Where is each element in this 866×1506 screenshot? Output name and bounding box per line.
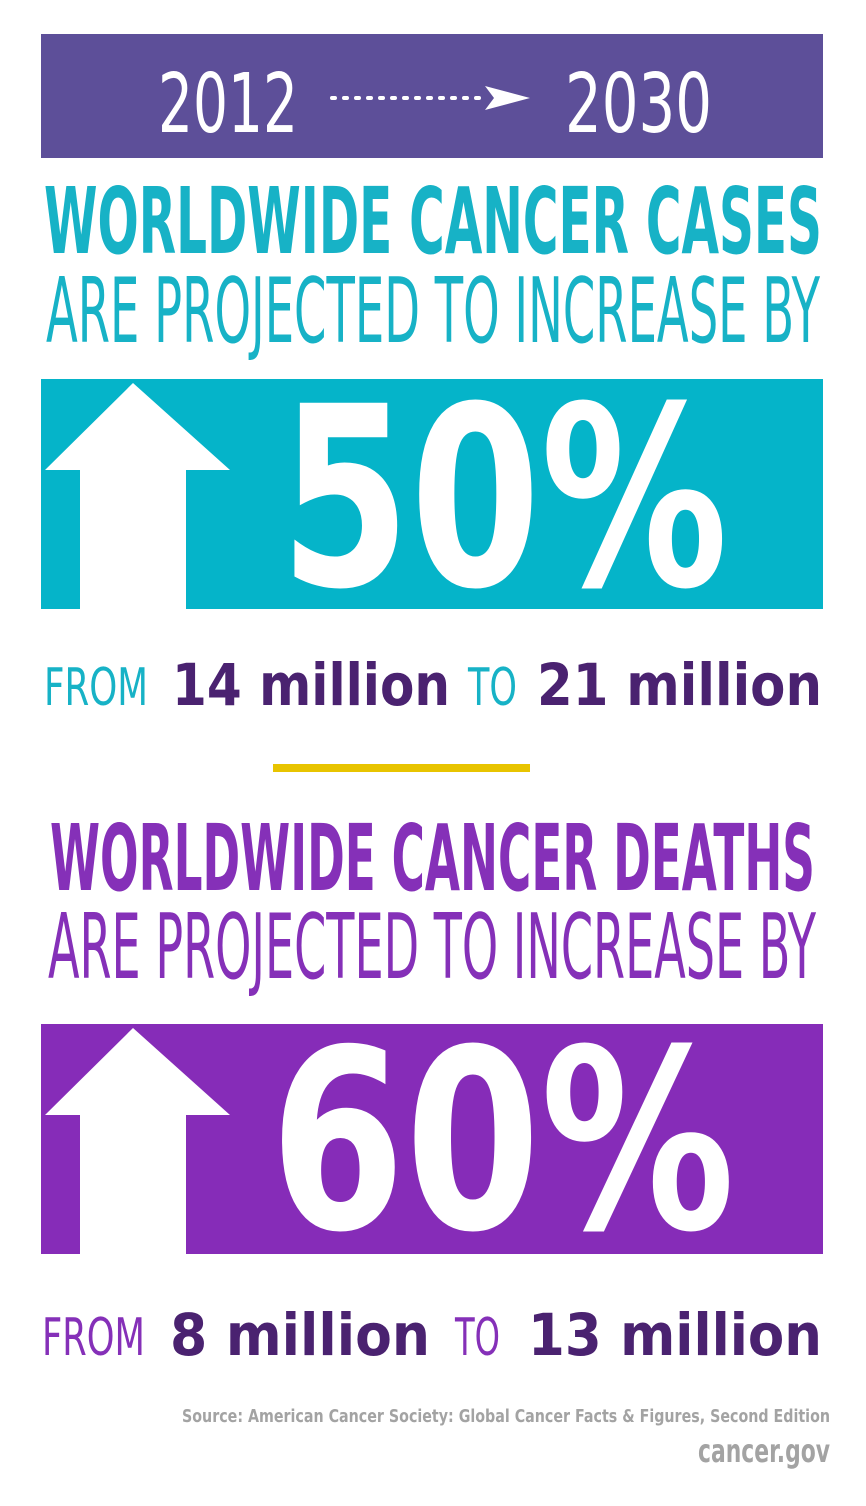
end-year: 2030 <box>565 57 712 152</box>
to-word: TO <box>454 1308 500 1368</box>
site-name: cancer.gov <box>698 1432 830 1470</box>
to-value: 13 million <box>528 1301 822 1369</box>
to-value: 21 million <box>537 651 822 719</box>
percent-value: 50% <box>280 353 728 644</box>
section-heading: WORLDWIDE CANCER CASES <box>44 168 822 275</box>
start-year: 2012 <box>158 57 298 152</box>
from-word: FROM <box>42 1308 145 1368</box>
timeline-arrowhead <box>485 86 530 110</box>
source-note: Source: American Cancer Society: Global … <box>182 1406 830 1427</box>
from-value: 14 million <box>172 651 450 719</box>
percent-value: 60% <box>270 996 735 1287</box>
up-arrow <box>45 383 230 609</box>
section-subheading: ARE PROJECTED TO INCREASE BY <box>48 895 817 1000</box>
section-heading: WORLDWIDE CANCER DEATHS <box>50 805 815 912</box>
header-band <box>41 34 823 158</box>
to-word: TO <box>467 658 517 718</box>
up-arrow <box>45 1028 230 1254</box>
section-subheading: ARE PROJECTED TO INCREASE BY <box>46 259 821 364</box>
from-value: 8 million <box>170 1301 430 1369</box>
from-word: FROM <box>44 658 148 718</box>
